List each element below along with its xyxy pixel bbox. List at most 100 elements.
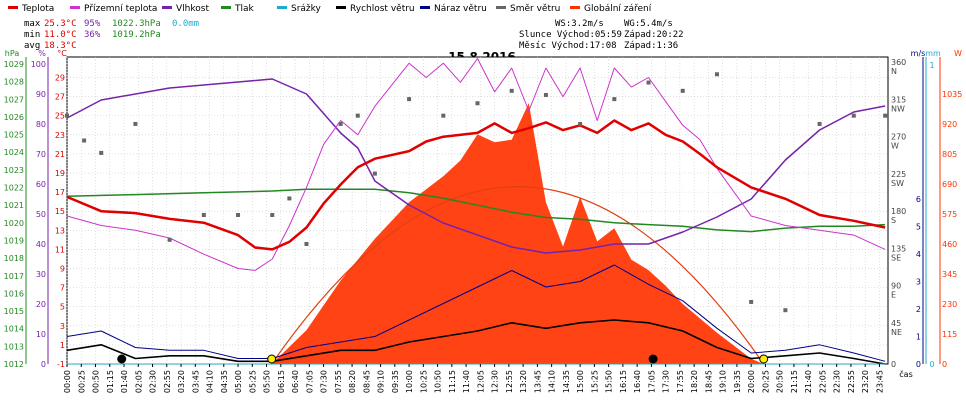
axis-tick-hpa: 1028 — [4, 78, 24, 87]
axis-title-percent: % — [38, 49, 46, 58]
axis-tick-x: 02:30 — [149, 370, 158, 393]
axis-tick-x: 12:30 — [491, 370, 500, 393]
axis-tick-wind-dir: N — [891, 67, 897, 76]
stats-avg-label: avg — [24, 41, 40, 51]
axis-tick-hpa: 1020 — [4, 219, 24, 228]
axis-tick-wind-dir: SW — [891, 179, 904, 188]
axis-tick-celsius: 5 — [60, 303, 65, 312]
axis-tick-celsius: 3 — [60, 322, 65, 331]
axis-tick-x: 04:10 — [206, 370, 215, 393]
stats-max-temp: 25.3°C — [44, 19, 77, 29]
axis-tick-x: 09:10 — [377, 370, 386, 393]
axis-tick-celsius: 29 — [55, 74, 65, 83]
axis-tick-wm2: 920 — [942, 120, 957, 129]
axis-tick-x: 22:30 — [833, 370, 842, 393]
wind-dir-point — [646, 80, 651, 85]
axis-tick-wind-dir: 90 — [891, 282, 901, 291]
axis-tick-percent: 30 — [36, 270, 46, 279]
axis-tick-percent: 90 — [36, 90, 46, 99]
wind-dir-point — [578, 121, 583, 126]
axis-tick-celsius: 1 — [60, 341, 65, 350]
axis-tick-x: 02:55 — [163, 370, 172, 393]
axis-tick-x: 01:40 — [120, 370, 129, 393]
moonset-marker — [117, 354, 127, 364]
axis-title-x: čas — [899, 369, 912, 379]
axis-tick-wm2: 345 — [942, 270, 957, 279]
axis-tick-x: 04:35 — [220, 370, 229, 393]
stats-min-label: min — [24, 30, 40, 40]
axis-title-mm: mm — [925, 49, 941, 58]
wind-dir-point — [133, 121, 138, 126]
axis-tick-celsius: 7 — [60, 284, 65, 293]
wind-dir-point — [441, 113, 446, 118]
axis-tick-wm2: 230 — [942, 300, 957, 309]
axis-tick-wind-dir: W — [891, 142, 899, 151]
axis-tick-celsius: -1 — [57, 360, 65, 369]
axis-tick-x: 00:25 — [77, 370, 86, 393]
info-wg: WG:5.4m/s — [624, 19, 673, 29]
axis-tick-hpa: 1021 — [4, 201, 24, 210]
series-teplota — [66, 119, 886, 251]
axis-tick-hpa: 1022 — [4, 184, 24, 193]
legend-swatch — [570, 6, 580, 9]
axis-tick-hpa: 1017 — [4, 272, 24, 281]
axis-title-hpa: hPa — [5, 49, 20, 58]
axis-tick-x: 10:50 — [434, 370, 443, 393]
wind-dir-point — [65, 113, 69, 118]
wind-dir-point — [338, 121, 343, 126]
sunset-marker — [759, 354, 769, 364]
legend-label: Vlhkost — [176, 4, 209, 14]
wind-dir-point — [475, 101, 480, 106]
axis-tick-x: 07:30 — [320, 370, 329, 393]
legend-label: Tlak — [234, 4, 255, 14]
axis-tick-x: 12:05 — [476, 370, 485, 393]
legend-swatch — [162, 6, 172, 9]
info-moon-set: Západ:1:36 — [624, 41, 678, 51]
legend-label: Teplota — [21, 4, 54, 14]
axis-tick-hpa: 1024 — [4, 148, 24, 157]
axis-tick-x: 10:25 — [419, 370, 428, 393]
axis-tick-hpa: 1018 — [4, 254, 24, 263]
info-sun: Slunce Východ:05:59 — [519, 30, 622, 40]
axis-tick-hpa: 1026 — [4, 113, 24, 122]
axis-tick-x: 05:25 — [248, 370, 257, 393]
axis-title-celsius: °C — [57, 49, 67, 58]
axis-tick-percent: 80 — [36, 120, 46, 129]
axis-tick-x: 05:50 — [263, 370, 272, 393]
axis-tick-wm2: 1035 — [942, 90, 962, 99]
info-sun-set: Západ:20:22 — [624, 30, 684, 40]
axis-tick-wind-dir: NE — [891, 328, 902, 337]
axis-tick-celsius: 25 — [55, 112, 65, 121]
axis-tick-x: 20:25 — [761, 370, 770, 393]
axis-tick-ms: 0 — [916, 360, 921, 369]
series-rychlost-vetru — [66, 319, 886, 365]
axis-tick-x: 17:05 — [647, 370, 656, 393]
axis-tick-percent: 100 — [31, 60, 46, 69]
axis-tick-wind-dir: 135 — [891, 244, 906, 253]
axis-tick-wind-dir: SE — [891, 253, 901, 262]
axis-tick-percent: 20 — [36, 300, 46, 309]
axis-tick-x: 19:35 — [733, 370, 742, 393]
axis-tick-ms: 1 — [916, 333, 921, 342]
axis-tick-hpa: 1014 — [4, 325, 24, 334]
axis-tick-x: 17:30 — [662, 370, 671, 393]
axis-tick-celsius: 23 — [55, 131, 65, 140]
axis-tick-x: 08:20 — [348, 370, 357, 393]
legend-label: Směr větru — [510, 4, 560, 14]
legend-label: Rychlost větru — [350, 4, 415, 14]
stats-min-press: 1019.2hPa — [112, 30, 161, 40]
axis-tick-wind-dir: NW — [891, 104, 905, 113]
stats-max-hum: 95% — [84, 19, 101, 29]
legend-swatch — [70, 6, 80, 9]
axis-tick-celsius: 19 — [55, 169, 65, 178]
legend-swatch — [221, 6, 231, 9]
axis-tick-wind-dir: 360 — [891, 58, 906, 67]
axis-tick-percent: 50 — [36, 210, 46, 219]
axis-tick-celsius: 15 — [55, 207, 65, 216]
legend-label: Globální záření — [584, 4, 652, 14]
series-naraz-vetru — [66, 264, 886, 362]
axis-tick-x: 03:45 — [191, 370, 200, 393]
axis-tick-celsius: 17 — [55, 188, 65, 197]
axis-tick-celsius: 11 — [55, 245, 65, 254]
axis-tick-x: 21:15 — [790, 370, 799, 393]
